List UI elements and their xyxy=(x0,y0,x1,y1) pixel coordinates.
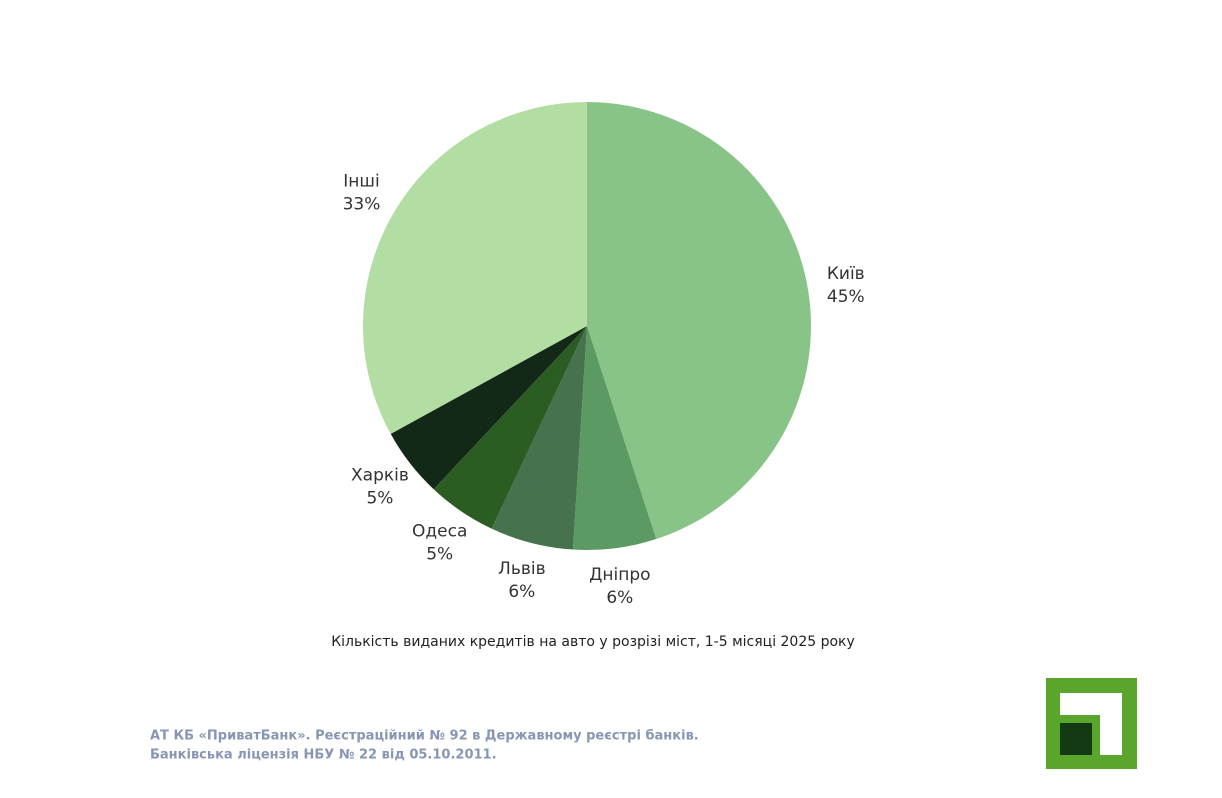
chart-caption: Кількість виданих кредитів на авто у роз… xyxy=(331,634,855,650)
slice-value-label: 6% xyxy=(606,588,633,608)
footer-line: АТ КБ «ПриватБанк». Реєстраційний № 92 в… xyxy=(150,729,699,744)
pie-slice xyxy=(390,326,587,490)
logo-square-dark xyxy=(1060,723,1092,755)
slice-label: Інші xyxy=(343,172,379,192)
footer-line: Банківська ліцензія НБУ № 22 від 05.10.2… xyxy=(150,748,497,763)
slice-label: Львів xyxy=(498,559,546,579)
pie-slice xyxy=(433,326,587,529)
slice-value-label: 5% xyxy=(426,545,453,565)
logo-shape xyxy=(1060,693,1122,755)
slice-label: Київ xyxy=(827,264,865,284)
pie-slice xyxy=(572,326,657,550)
logo xyxy=(1046,678,1137,769)
pie-slice xyxy=(491,326,587,550)
slice-label: Одеса xyxy=(412,522,467,542)
pie-slice xyxy=(587,102,812,540)
slice-label: Харків xyxy=(351,466,409,486)
slice-label: Дніпро xyxy=(589,565,650,585)
slice-value-label: 45% xyxy=(827,287,865,307)
pie-slice xyxy=(362,102,587,434)
slice-value-label: 33% xyxy=(343,195,381,215)
slice-value-label: 5% xyxy=(366,489,393,509)
slice-value-label: 6% xyxy=(508,582,535,602)
